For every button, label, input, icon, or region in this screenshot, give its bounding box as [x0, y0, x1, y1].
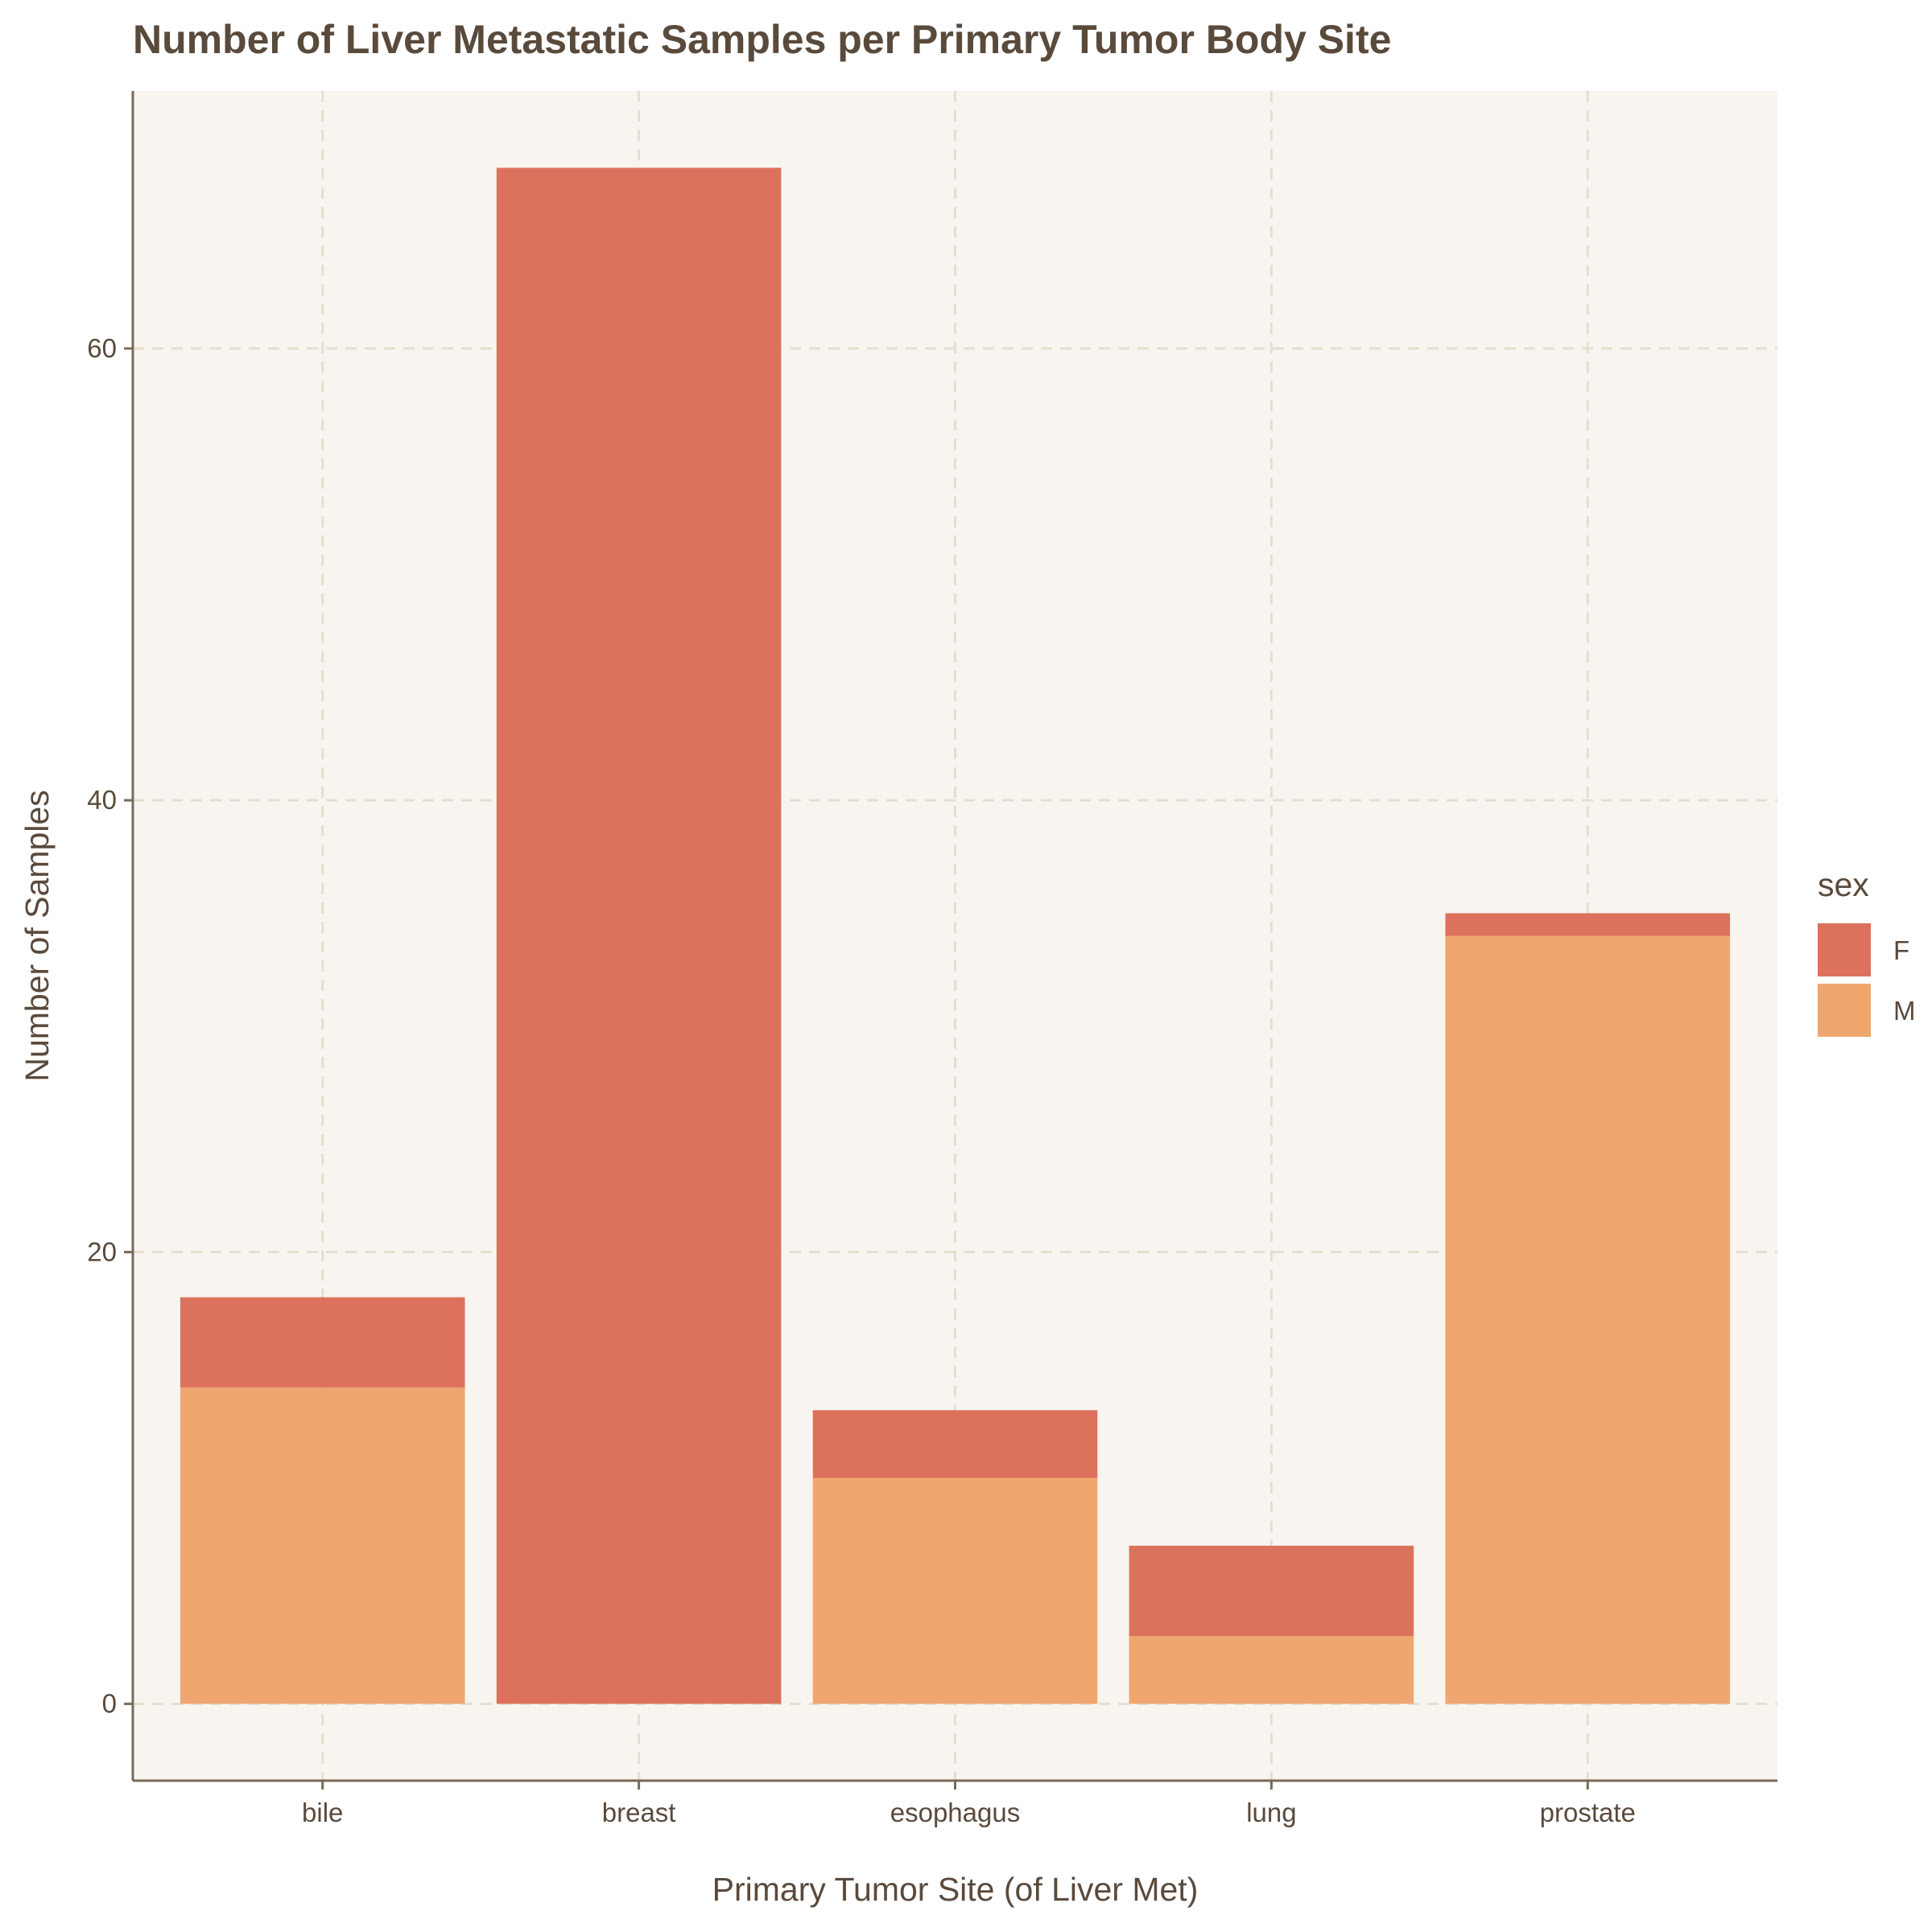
x-tick-label: esophagus	[890, 1798, 1020, 1827]
bar-esophagus-F	[812, 1410, 1098, 1478]
bar-prostate-M	[1445, 935, 1731, 1704]
y-tick-label: 20	[87, 1236, 117, 1266]
y-tick-label: 60	[87, 333, 117, 363]
bars	[180, 167, 1731, 1704]
bar-esophagus-M	[812, 1477, 1098, 1704]
x-tick-label: breast	[602, 1798, 676, 1827]
tick-labels: 0 20 40 60 bile breast esophagus lung prostate	[87, 333, 1636, 1827]
y-tick-label: 0	[102, 1689, 117, 1719]
legend-title: sex	[1818, 866, 1869, 903]
legend-label-F: F	[1893, 935, 1909, 965]
legend-items: FM	[1818, 923, 1916, 1037]
x-tick-label: lung	[1246, 1798, 1296, 1827]
bar-breast-F	[496, 167, 782, 1704]
x-tick-label: prostate	[1540, 1798, 1636, 1827]
y-tick-label: 40	[87, 785, 117, 815]
x-tick-label: bile	[302, 1798, 343, 1827]
legend-key-F	[1818, 923, 1871, 976]
bar-bile-F	[180, 1297, 465, 1388]
y-axis-title: Number of Samples	[19, 790, 56, 1081]
legend-key-M	[1818, 984, 1871, 1037]
bar-lung-F	[1129, 1546, 1414, 1637]
bar-lung-M	[1129, 1636, 1414, 1704]
bar-prostate-F	[1445, 913, 1731, 936]
legend: sex FM	[1818, 866, 1916, 1037]
bar-bile-M	[180, 1387, 465, 1704]
x-axis-title: Primary Tumor Site (of Liver Met)	[712, 1871, 1199, 1908]
chart-title: Number of Liver Metastatic Samples per P…	[133, 17, 1391, 62]
legend-label-M: M	[1893, 996, 1916, 1026]
axes	[124, 91, 1777, 1790]
